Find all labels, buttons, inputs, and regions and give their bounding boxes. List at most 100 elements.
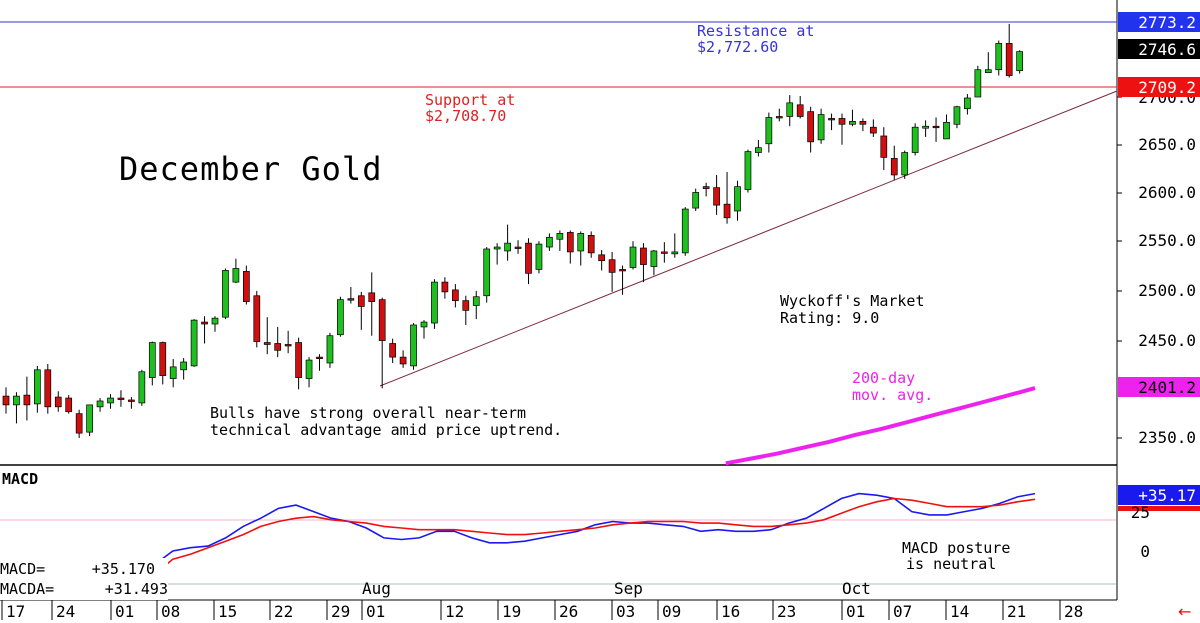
price-axis: 2700.0 2650.0 2600.0 2550.0 2500.0 2450.… bbox=[1117, 88, 1196, 447]
candle-body bbox=[671, 251, 679, 255]
candle-body bbox=[347, 298, 355, 301]
candle-body bbox=[274, 343, 282, 351]
candle-body bbox=[263, 342, 271, 345]
rating-annotation-line2: Rating: 9.0 bbox=[780, 309, 879, 327]
x-tick-label: 22 bbox=[274, 602, 293, 621]
price-tick: 2350.0 bbox=[1138, 428, 1196, 447]
candle-body bbox=[514, 246, 522, 249]
candle-body bbox=[598, 254, 606, 262]
x-tick-label: 16 bbox=[721, 602, 740, 621]
candle-body bbox=[964, 97, 971, 110]
last-price-text: 2746.6 bbox=[1138, 40, 1196, 59]
candle-body bbox=[681, 208, 689, 254]
candle-body bbox=[169, 366, 177, 379]
candle-body bbox=[587, 234, 595, 254]
x-tick-label: 07 bbox=[893, 602, 912, 621]
x-tick-label: 12 bbox=[445, 602, 464, 621]
candle-body bbox=[556, 233, 564, 240]
candle-body bbox=[525, 242, 532, 274]
macd-values-box bbox=[0, 558, 168, 600]
macd-tick-0: 0 bbox=[1140, 542, 1150, 561]
ma-annotation-line1: 200-day bbox=[852, 369, 915, 387]
candle-body bbox=[1016, 51, 1024, 72]
resistance-price-badge bbox=[1118, 12, 1200, 32]
candle-body bbox=[190, 319, 198, 367]
candle-body bbox=[75, 413, 83, 434]
candle-body bbox=[849, 121, 856, 125]
candle-body bbox=[452, 289, 459, 301]
candle-body bbox=[23, 394, 31, 406]
candle-body bbox=[546, 236, 553, 248]
candle-body bbox=[619, 269, 626, 272]
macd-badge bbox=[1118, 485, 1200, 505]
candle-body bbox=[859, 121, 867, 125]
candle-body bbox=[138, 371, 146, 404]
candle-body bbox=[755, 147, 762, 153]
uptrend-line bbox=[379, 90, 1118, 387]
month-label: Oct bbox=[842, 579, 871, 598]
ma200-price-text: 2401.2 bbox=[1138, 378, 1196, 397]
candle-body bbox=[284, 344, 292, 347]
x-tick-label: 01 bbox=[846, 602, 865, 621]
price-tick: 2550.0 bbox=[1138, 231, 1196, 250]
x-tick-label: 09 bbox=[662, 602, 681, 621]
candle-body bbox=[922, 125, 929, 129]
candle-body bbox=[932, 125, 940, 129]
candle-body bbox=[650, 250, 658, 267]
candle-body bbox=[901, 152, 909, 176]
price-tick: 2500.0 bbox=[1138, 281, 1196, 300]
x-tick-label: 23 bbox=[777, 602, 796, 621]
candle-body bbox=[786, 102, 794, 117]
scroll-left-arrow-icon[interactable]: ← bbox=[1178, 602, 1191, 621]
x-tick-label: 08 bbox=[161, 602, 180, 621]
macda-badge bbox=[1118, 506, 1200, 511]
candle-body bbox=[462, 300, 470, 311]
candle-body bbox=[368, 292, 376, 302]
x-tick-label: 17 bbox=[6, 602, 25, 621]
x-tick-label: 01 bbox=[366, 602, 385, 621]
candle-body bbox=[483, 248, 491, 297]
candle-body bbox=[222, 270, 229, 318]
candle-body bbox=[995, 43, 1003, 71]
candle-body bbox=[566, 232, 574, 253]
candle-body bbox=[305, 359, 313, 379]
bulls-annotation-line2: technical advantage amid price uptrend. bbox=[210, 421, 562, 439]
candle-body bbox=[148, 342, 156, 378]
candle-body bbox=[253, 295, 261, 342]
ma200-price-badge bbox=[1118, 377, 1200, 397]
bulls-annotation-line1: Bulls have strong overall near-term bbox=[210, 404, 526, 422]
candle-body bbox=[54, 396, 62, 408]
candle-body bbox=[472, 296, 480, 306]
resistance-price-text: 2773.2 bbox=[1138, 13, 1196, 32]
candle-body bbox=[33, 369, 41, 405]
candle-body bbox=[316, 356, 323, 359]
macd-posture-line2: is neutral bbox=[906, 555, 996, 573]
candles bbox=[2, 23, 1024, 438]
candle-body bbox=[890, 158, 898, 176]
candle-body bbox=[420, 321, 428, 328]
macd-badge-text: +35.17 bbox=[1138, 486, 1196, 505]
macda-value-label: MACDA= bbox=[0, 580, 54, 598]
candle-body bbox=[389, 343, 396, 358]
candle-body bbox=[838, 118, 846, 125]
candle-body bbox=[180, 361, 187, 371]
candle-body bbox=[535, 243, 543, 270]
resistance-annotation-line2: $2,772.60 bbox=[697, 38, 778, 56]
ma-annotation-line2: mov. avg. bbox=[852, 386, 933, 404]
price-tick: 2600.0 bbox=[1138, 183, 1196, 202]
candle-body bbox=[243, 271, 250, 302]
x-tick-label: 24 bbox=[56, 602, 75, 621]
support-annotation-line1: Support at bbox=[425, 91, 515, 109]
x-tick-label: 03 bbox=[616, 602, 635, 621]
month-label: Aug bbox=[362, 579, 391, 598]
candle-body bbox=[807, 111, 815, 143]
candle-body bbox=[431, 281, 438, 324]
candle-body bbox=[734, 186, 741, 212]
candle-body bbox=[295, 342, 302, 378]
x-tick-label: 29 bbox=[331, 602, 350, 621]
candle-body bbox=[107, 397, 114, 404]
macda-value: +31.493 bbox=[105, 580, 168, 598]
candle-body bbox=[13, 395, 20, 406]
candle-body bbox=[723, 203, 731, 219]
